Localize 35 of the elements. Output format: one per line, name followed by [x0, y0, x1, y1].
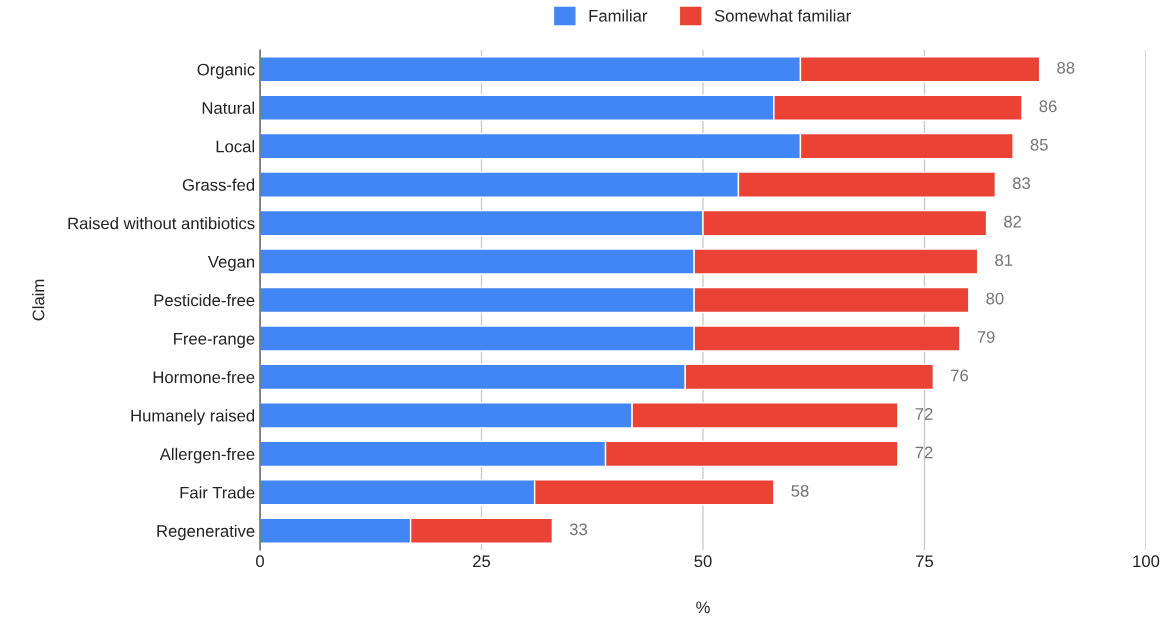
y-axis-title: Claim — [32, 279, 45, 321]
total-label: 81 — [995, 254, 1013, 267]
legend-label: Somewhat familiar — [714, 9, 851, 22]
total-label: 86 — [1039, 100, 1057, 113]
total-label: 72 — [915, 446, 933, 459]
y-tick-label: Organic — [197, 63, 255, 79]
y-tick-label: Vegan — [207, 256, 255, 272]
legend-label: Familiar — [589, 9, 648, 22]
x-tick-label: 0 — [256, 555, 264, 568]
y-tick-label: Allergen-free — [159, 447, 255, 464]
total-label: 58 — [791, 484, 809, 497]
total-label: 80 — [986, 292, 1004, 305]
y-tick-label: Raised without antibiotics — [68, 217, 255, 230]
x-axis-title: % — [696, 601, 710, 614]
y-tick-label: Regenerative — [157, 524, 255, 541]
total-label: 79 — [977, 331, 995, 343]
total-label: 82 — [1004, 215, 1022, 228]
x-tick-label: 75 — [916, 555, 934, 568]
total-label: 72 — [915, 408, 933, 420]
total-label: 83 — [1012, 177, 1031, 190]
total-label: 85 — [1030, 138, 1048, 151]
y-tick-label: Natural — [202, 101, 255, 114]
total-label: 33 — [569, 523, 588, 536]
total-label: 88 — [1057, 61, 1075, 74]
y-tick-label: Pesticide-free — [154, 293, 255, 307]
x-tick-label: 50 — [694, 555, 712, 568]
y-tick-label: Local — [216, 140, 255, 153]
total-label: 76 — [951, 369, 968, 382]
y-tick-label: Humanely raised — [131, 409, 255, 425]
x-tick-label: 100 — [1133, 555, 1160, 568]
y-tick-label: Fair Trade — [180, 486, 255, 499]
x-tick-label: 25 — [473, 555, 491, 568]
y-tick-label: Hormone-free — [153, 370, 255, 384]
y-tick-label: Free-range — [174, 333, 255, 348]
y-tick-label: Grass-fed — [182, 178, 255, 191]
